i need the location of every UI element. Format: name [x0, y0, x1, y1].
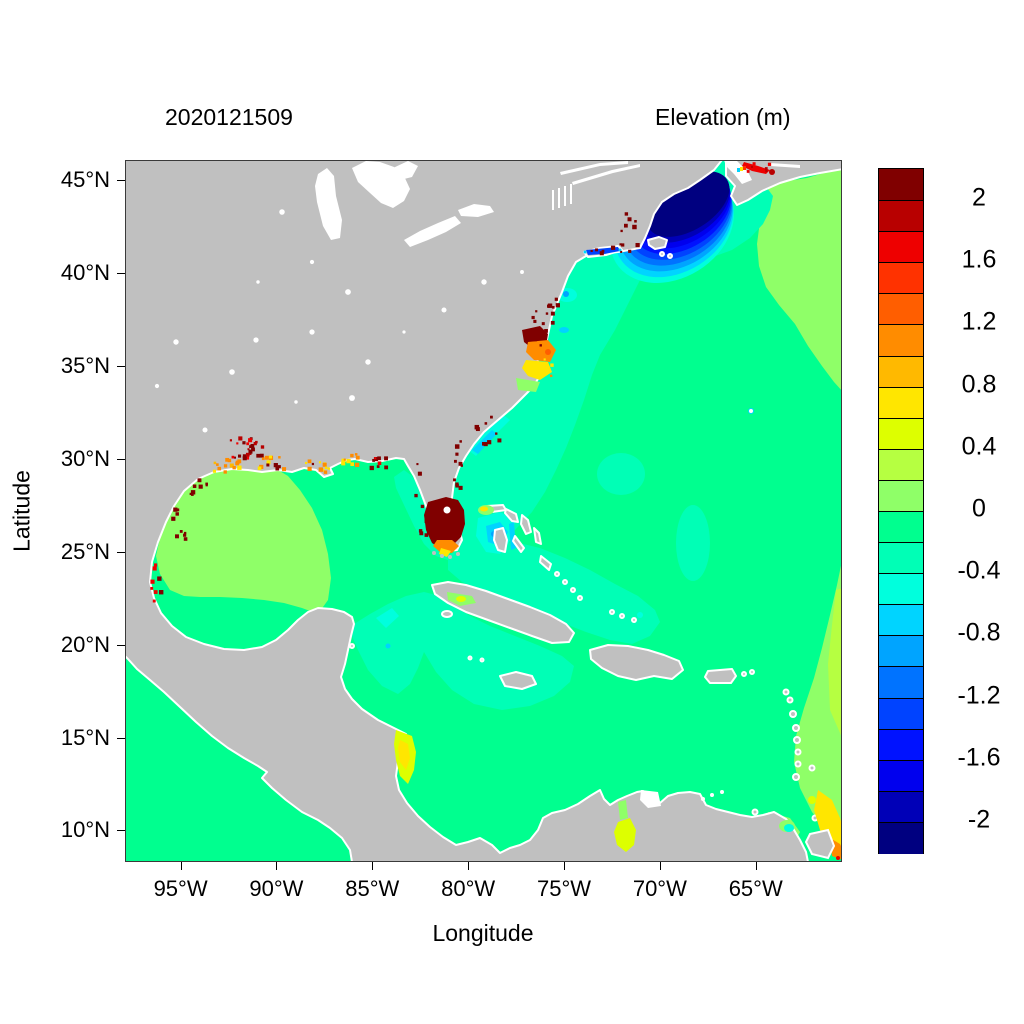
y-tick-mark	[117, 459, 125, 460]
y-tick-label: 35°N	[60, 353, 110, 379]
colorbar-segment	[879, 790, 923, 823]
colorbar-segment	[879, 262, 923, 295]
colorbar	[878, 168, 924, 854]
colorbar-segment	[879, 697, 923, 730]
y-tick-mark	[117, 830, 125, 832]
x-tick-mark	[755, 862, 757, 870]
colorbar-tick-label: 2	[972, 183, 986, 212]
run-timestamp-title: 2020121509	[165, 104, 293, 130]
y-tick-label: 40°N	[60, 260, 110, 286]
x-tick-label: 90°W	[249, 876, 304, 901]
colorbar-segment	[879, 386, 923, 419]
land-puerto-rico	[704, 668, 737, 684]
colorbar-segment	[879, 728, 923, 761]
colorbar-segment	[879, 573, 923, 606]
bermuda-dot	[748, 408, 754, 414]
lake-maracaibo-anomaly	[614, 818, 636, 852]
colorbar-segment	[879, 448, 923, 481]
colorbar-segment	[879, 635, 923, 668]
south-florida-high-anomaly	[424, 497, 465, 549]
x-axis-label: Longitude	[432, 920, 534, 946]
colorbar-segment	[879, 293, 923, 326]
fundy-red-streaks	[742, 162, 770, 174]
colorbar-tick-label: 0.8	[961, 369, 997, 398]
elevation-map	[126, 161, 841, 861]
x-tick-label: 70°W	[632, 876, 687, 901]
colorbar-tick-label: 0.4	[961, 432, 997, 461]
y-tick-mark	[117, 737, 125, 739]
colorbar-tick-label: -1.6	[957, 743, 1001, 772]
x-tick-label: 80°W	[441, 876, 496, 901]
gulf-of-venezuela-gap	[640, 790, 661, 808]
colorbar-segment	[879, 169, 923, 202]
colorbar-segment	[879, 231, 923, 264]
x-tick-label: 65°W	[728, 876, 783, 901]
x-tick-mark	[180, 862, 182, 870]
colorbar-segment	[879, 542, 923, 575]
x-tick-mark	[372, 862, 374, 870]
y-tick-label: 15°N	[60, 724, 110, 750]
colorbar-segment	[879, 355, 923, 388]
y-tick-mark	[117, 273, 125, 275]
y-tick-mark	[117, 180, 125, 182]
x-tick-mark	[564, 862, 566, 870]
land-north-central-america	[126, 161, 809, 861]
colorbar-title: Elevation (m)	[655, 104, 791, 130]
colorbar-tick-label: 1.2	[961, 307, 997, 336]
land-bahamas	[486, 504, 637, 623]
colorbar-segment	[879, 200, 923, 233]
x-tick-label: 75°W	[536, 876, 592, 901]
lakes-and-rivers	[154, 161, 800, 808]
region-yellow-green-edge	[828, 588, 841, 736]
x-tick-label: 85°W	[345, 876, 400, 901]
colorbar-tick-label: 1.6	[961, 245, 997, 274]
y-tick-mark	[117, 551, 125, 553]
x-tick-mark	[468, 862, 470, 870]
y-tick-label: 25°N	[60, 538, 110, 564]
x-tick-label: 95°W	[153, 876, 208, 901]
land-hispaniola	[589, 644, 684, 681]
x-tick-mark	[659, 862, 661, 870]
colorbar-segment	[879, 821, 923, 854]
land-trinidad	[804, 828, 836, 860]
y-tick-label: 30°N	[60, 446, 110, 471]
colorbar-tick-label: -1.2	[957, 680, 1001, 709]
colorbar-segment	[879, 417, 923, 450]
x-tick-mark	[276, 862, 278, 870]
y-tick-label: 45°N	[60, 167, 110, 193]
y-tick-label: 10°N	[60, 817, 110, 843]
land-maritimes	[725, 161, 841, 206]
region-light-green	[156, 169, 841, 842]
map-plot-area	[125, 160, 842, 862]
land-cape-cod	[647, 236, 668, 250]
colorbar-segment	[879, 511, 923, 544]
colorbar-segment	[879, 666, 923, 699]
trinidad-corner-anomaly	[814, 790, 841, 856]
colorbar-tick-label: -0.4	[957, 556, 1001, 585]
land-jamaica	[499, 671, 537, 690]
coastal-high-anomalies	[150, 162, 841, 860]
land-masses	[126, 161, 841, 861]
colorbar-segment	[879, 324, 923, 357]
colorbar-tick-label: -2	[967, 805, 991, 834]
y-tick-label: 20°N	[60, 631, 110, 657]
colorbar-segment	[879, 479, 923, 512]
colorbar-tick-label: -0.8	[957, 618, 1001, 647]
y-tick-mark	[117, 644, 125, 646]
y-tick-mark	[117, 366, 125, 368]
colorbar-tick-label: 0	[972, 494, 986, 523]
coastal-speckles	[150, 162, 772, 603]
land-lesser-antilles	[741, 669, 819, 822]
bay-of-fundy-gap	[724, 161, 752, 184]
colorbar-segment	[879, 604, 923, 637]
colorbar-segment	[879, 759, 923, 792]
